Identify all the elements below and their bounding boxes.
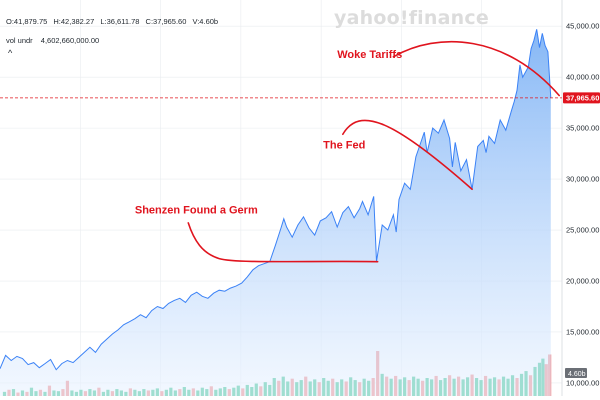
current-volume-badge: 4.60b [565, 368, 587, 378]
current-price-label: 37,965.60 [566, 94, 599, 103]
open-value: O:41,879.75 [6, 17, 48, 26]
current-volume-label: 4.60b [568, 371, 586, 378]
price-line [0, 29, 552, 371]
y-tick-label: 30,000.00 [566, 175, 599, 184]
y-tick-label: 15,000.00 [566, 327, 599, 336]
low-value: L:36,611.78 [100, 17, 140, 26]
close-value: C:37,965.60 [145, 17, 187, 26]
annotation-curve [342, 119, 473, 191]
volume-indicator-row: vol undr 4,602,660,000.00 [6, 36, 105, 45]
y-tick-label: 10,000.00 [566, 378, 599, 387]
volume-indicator-value: 4,602,660,000.00 [40, 36, 100, 45]
volume-short-value: V:4.60b [192, 17, 219, 26]
annotations: Woke Tariffs The Fed Shenzen Found a Germ [135, 40, 560, 263]
y-tick-label: 45,000.00 [566, 22, 599, 31]
price-area [0, 29, 551, 397]
annotation-curve [187, 222, 379, 263]
y-tick-label: 20,000.00 [566, 277, 599, 286]
y-tick-label: 25,000.00 [566, 226, 599, 235]
collapse-caret-icon[interactable]: ^ [8, 48, 13, 58]
annotation-label: Shenzen Found a Germ [135, 205, 258, 217]
current-price-badge: 37,965.60 [563, 92, 600, 104]
y-tick-label: 40,000.00 [566, 73, 599, 82]
annotation-curve [392, 40, 560, 97]
y-axis: 45,000.00 40,000.00 35,000.00 30,000.00 25,0… [566, 22, 599, 388]
yahoo-finance-watermark: yahoo!finance [334, 7, 489, 29]
annotation-label: Woke Tariffs [337, 49, 402, 61]
volume-indicator-label: vol undr [6, 36, 33, 45]
high-value: H:42,382.27 [53, 17, 95, 26]
y-tick-label: 35,000.00 [566, 124, 599, 133]
annotation-label: The Fed [323, 140, 365, 152]
ohlc-readout: O:41,879.75 H:42,382.27 L:36,611.78 C:37… [6, 17, 222, 26]
